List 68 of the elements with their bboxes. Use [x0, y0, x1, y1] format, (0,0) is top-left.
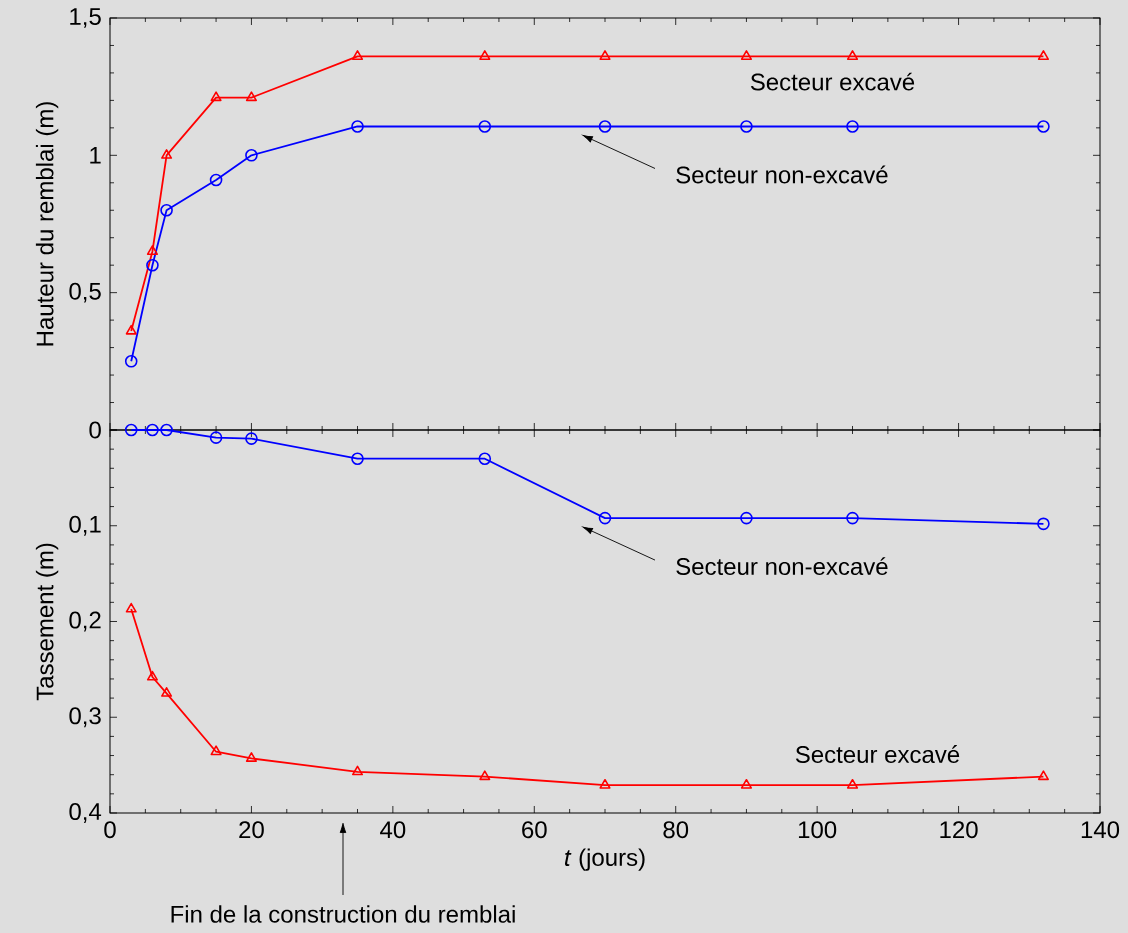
- point: [209, 431, 223, 444]
- point: [479, 50, 491, 60]
- x-tick-label: 20: [239, 821, 264, 839]
- point: [245, 149, 258, 162]
- y-tick-label: 0,4: [69, 803, 102, 823]
- point: [146, 245, 158, 255]
- point: [209, 173, 223, 187]
- series-label: Secteur non-excavé: [676, 557, 888, 576]
- point: [1037, 517, 1050, 531]
- point: [846, 778, 859, 789]
- point: [846, 50, 859, 60]
- y-tick-label: 0,2: [69, 611, 101, 632]
- point: [1037, 50, 1049, 60]
- point: [351, 765, 364, 776]
- text: Fin de la construction du remblai: [171, 905, 515, 923]
- x-tick-label: 60: [522, 821, 547, 839]
- point: [351, 50, 364, 60]
- point: [125, 602, 137, 613]
- series-label: Secteur excavé: [795, 745, 960, 764]
- point: [210, 745, 222, 756]
- point: [125, 324, 137, 335]
- point: [351, 452, 364, 466]
- point: [1037, 120, 1050, 133]
- x-tick-label: 120: [940, 821, 978, 839]
- point: [740, 778, 752, 789]
- x-tick-label: 40: [380, 821, 406, 839]
- point: [598, 511, 612, 525]
- point: [210, 91, 222, 102]
- x-tick-label: 140: [1081, 821, 1120, 839]
- point: [599, 778, 611, 789]
- point: [846, 120, 859, 133]
- point: [740, 120, 753, 133]
- point: [245, 752, 257, 762]
- point: [124, 423, 138, 437]
- point: [846, 511, 859, 525]
- series-label: Secteur excavé: [750, 72, 915, 91]
- point: [160, 203, 173, 217]
- x-tick-label: 80: [663, 821, 689, 839]
- point: [124, 355, 138, 368]
- point: [599, 50, 611, 60]
- point: [146, 258, 159, 272]
- point: [1037, 770, 1049, 781]
- y-tick-label: 1: [90, 147, 101, 164]
- y-tick-label: 0,5: [69, 282, 101, 303]
- y-axis-title: Tassement (m): [35, 543, 59, 701]
- point: [161, 687, 173, 697]
- point: [740, 50, 752, 60]
- point: [245, 432, 258, 445]
- x-tick-label: 0: [104, 821, 116, 839]
- series-label: Secteur non-excavé: [676, 165, 888, 184]
- point: [161, 149, 173, 159]
- point: [478, 452, 492, 466]
- point: [479, 770, 491, 781]
- point: [146, 670, 158, 681]
- x-tick-label: 100: [798, 821, 837, 839]
- point: [740, 511, 753, 525]
- y-tick-label: 0,3: [69, 707, 101, 728]
- point: [598, 120, 612, 133]
- y-tick-label: 1,5: [70, 8, 101, 28]
- point: [351, 120, 364, 133]
- point: [478, 120, 492, 133]
- y-axis-title: Hauteur du remblai (m): [35, 102, 59, 346]
- x-axis-title: t (jours): [565, 848, 645, 871]
- y-tick-label: 0: [89, 421, 101, 439]
- point: [245, 91, 257, 102]
- point: [146, 423, 159, 437]
- y-tick-label: 0,1: [69, 515, 101, 536]
- point: [160, 423, 173, 437]
